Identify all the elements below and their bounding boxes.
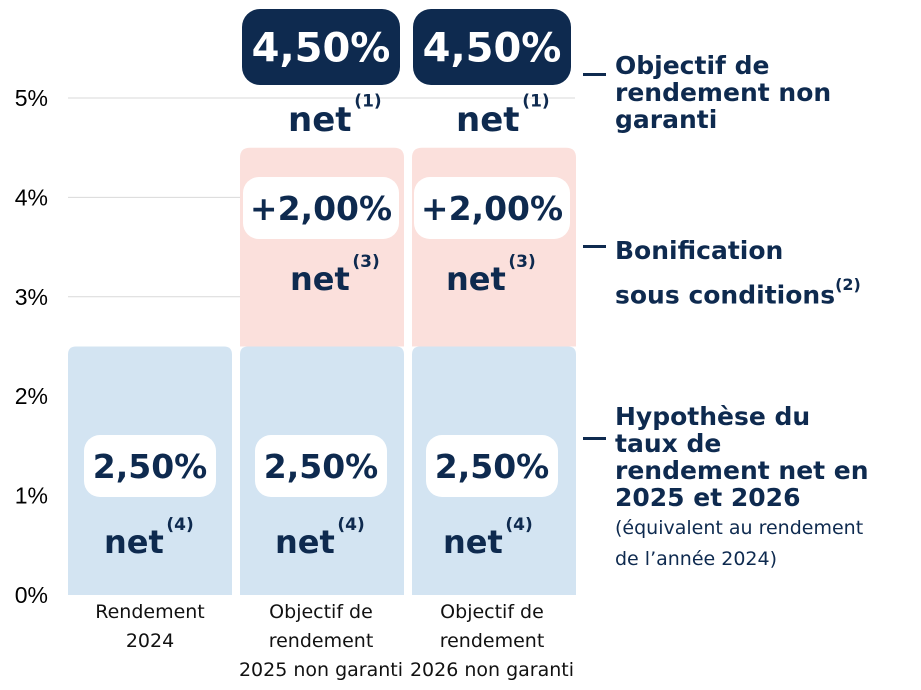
base-label-pill: [84, 435, 216, 497]
y-tick-label: 2%: [15, 383, 48, 409]
bonus-net-note: (3): [508, 252, 535, 272]
bonus-label-pill: [243, 177, 399, 239]
x-tick-label: rendement: [440, 630, 545, 652]
bonus-net-note: (3): [352, 252, 379, 272]
legend-line: de l’année 2024): [615, 548, 778, 570]
base-net-note: (4): [505, 515, 532, 535]
bonus-net-unit: net: [446, 260, 506, 298]
base-net-unit: net: [275, 523, 335, 561]
x-tick-label: 2024: [126, 630, 174, 652]
total-label-pill: [413, 9, 571, 85]
total-label-value: 4,50%: [252, 25, 391, 71]
base-label-pill: [255, 435, 387, 497]
y-tick-label: 0%: [15, 582, 48, 608]
x-tick-label: rendement: [269, 630, 374, 652]
base-label-value: 2,50%: [93, 447, 208, 486]
base-net-note: (4): [166, 515, 193, 535]
legend-note: (2): [835, 275, 861, 294]
legend-line: garanti: [615, 105, 718, 134]
legend-line: rendement non: [615, 78, 832, 107]
x-tick-label: 2025 non garanti: [239, 659, 403, 681]
total-net-note: (1): [354, 92, 381, 112]
bar-gap: [232, 346, 240, 595]
x-tick-label: Rendement: [95, 601, 205, 623]
bonus-label-pill: [414, 177, 570, 239]
legend-dash: [583, 73, 606, 76]
base-label-value: 2,50%: [264, 447, 379, 486]
y-tick-label: 4%: [15, 184, 48, 210]
total-net-unit: net: [288, 100, 352, 140]
base-label-value: 2,50%: [435, 447, 550, 486]
y-tick-label: 1%: [15, 483, 48, 509]
total-net-unit: net: [456, 100, 520, 140]
legend-line: Objectif de: [615, 51, 770, 80]
legend-dash: [583, 245, 606, 248]
legend-line: rendement net en: [615, 456, 869, 485]
legend-dash: [583, 437, 606, 440]
base-net-note: (4): [337, 515, 364, 535]
total-label-pill: [242, 9, 400, 85]
total-net-note: (1): [522, 92, 549, 112]
x-tick-label: Objectif de: [440, 601, 544, 623]
base-net-unit: net: [104, 523, 164, 561]
y-tick-label: 5%: [15, 85, 48, 111]
x-tick-label: Objectif de: [269, 601, 373, 623]
y-tick-label: 3%: [15, 284, 48, 310]
total-label-value: 4,50%: [423, 25, 562, 71]
base-net-unit: net: [443, 523, 503, 561]
bonus-net-unit: net: [290, 260, 350, 298]
bar-gap: [404, 146, 412, 595]
bonus-label-value: +2,00%: [250, 189, 392, 228]
legend-line: (équivalent au rendement: [615, 517, 864, 539]
legend-label-objectif: Objectif de rendement non garanti: [615, 52, 831, 133]
legend-line: taux de: [615, 429, 722, 458]
x-tick-label: 2026 non garanti: [410, 659, 574, 681]
legend-line: Bonification: [615, 236, 784, 265]
base-label-pill: [426, 435, 558, 497]
legend-line: 2025 et 2026: [615, 483, 801, 512]
legend-line: Hypothèse du: [615, 402, 811, 431]
legend-line: sous conditions: [615, 280, 836, 310]
legend-sublabel-hypothese: (équivalent au rendement de l’année 2024): [615, 513, 863, 575]
legend-label-bonification: Bonification sous conditions(2): [615, 232, 861, 314]
bonus-label-value: +2,00%: [421, 189, 563, 228]
legend-label-hypothese: Hypothèse du taux de rendement net en 2025 …: [615, 403, 869, 511]
